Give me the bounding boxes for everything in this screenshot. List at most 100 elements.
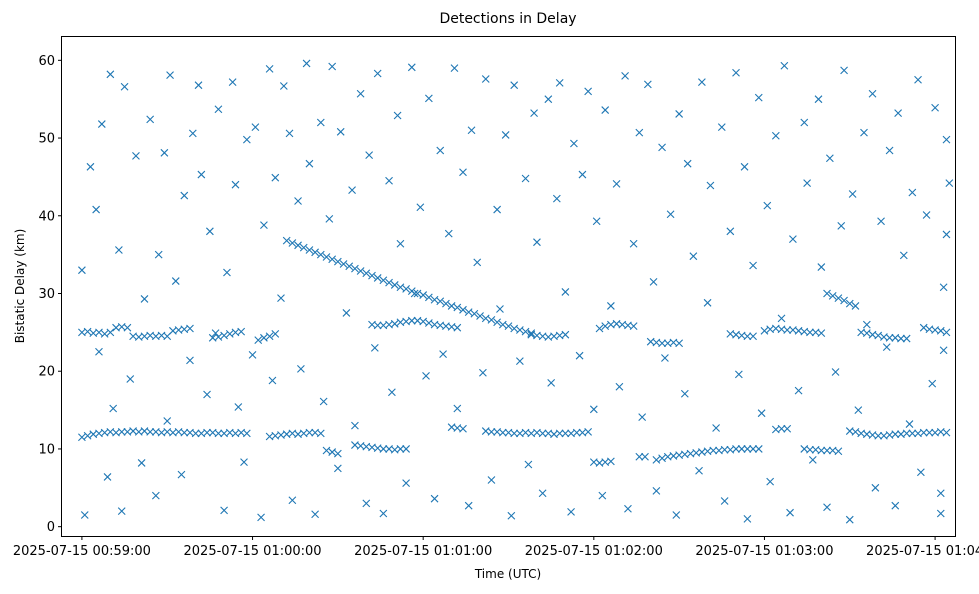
data-point-marker [160,148,169,157]
markers-layer [78,59,954,524]
data-point-marker [760,326,769,335]
data-point-marker [584,87,593,96]
data-point-marker [402,479,411,488]
x-ticks-layer: 2025-07-15 00:59:00 2025-07-15 01:00:00 20… [13,536,979,559]
data-point-marker [459,424,467,433]
data-point-marker [311,248,319,257]
data-point-marker [180,191,189,200]
chart-title: Detections in Delay [439,11,576,27]
data-point-marker [555,78,564,87]
data-point-marker [237,327,246,336]
x-tick-label: 2025-07-15 01:01:00 [354,544,492,559]
data-point-marker [453,303,462,312]
data-point-marker [234,403,243,411]
data-point-marker [683,159,692,168]
data-point-marker [114,246,123,254]
data-point-marker [419,317,428,326]
data-point-marker [538,489,547,498]
data-point-marker [504,322,513,331]
data-point-marker [825,154,834,163]
data-point-marker [277,294,285,303]
data-point-marker [257,513,265,522]
data-point-marker [845,299,854,308]
plot-area-frame [61,36,956,537]
data-point-marker [595,324,604,333]
data-point-marker [510,429,519,438]
data-point-marker [601,106,610,114]
data-point-marker [467,126,476,135]
data-point-marker [487,427,496,436]
data-point-marker [103,473,112,481]
data-point-marker [333,257,342,266]
data-point-marker [214,333,223,341]
data-point-marker [757,409,766,418]
data-point-marker [385,176,393,185]
data-point-marker [464,308,473,317]
data-point-marker [817,263,826,271]
data-point-marker [430,494,439,503]
data-point-marker [908,429,917,438]
y-ticks-layer: 0 10 20 30 40 50 60 [38,54,62,535]
data-point-marker [223,268,231,277]
data-point-marker [851,427,860,436]
data-point-marker [424,293,433,302]
data-point-marker [487,316,496,324]
y-tick-label: 0 [47,520,55,535]
data-point-marker [661,354,669,362]
y-tick-label: 30 [38,287,55,302]
data-point-marker [305,246,314,254]
data-point-marker [459,305,467,314]
data-point-marker [370,344,379,352]
data-point-marker [851,302,860,310]
data-point-marker [527,329,536,338]
data-point-marker [479,368,487,377]
data-point-marker [598,491,607,500]
data-point-marker [328,448,337,456]
data-point-marker [282,236,291,245]
data-point-marker [316,250,325,259]
data-point-marker [268,376,277,385]
data-point-marker [635,452,644,461]
data-point-marker [709,446,718,455]
data-point-marker [390,281,399,289]
data-point-marker [891,501,900,510]
data-point-marker [260,333,268,342]
data-point-marker [914,75,922,84]
data-point-marker [410,289,419,298]
data-point-marker [444,229,453,238]
data-point-marker [322,446,331,455]
data-point-marker [351,421,359,430]
x-tick-label: 2025-07-15 00:59:00 [13,544,151,559]
data-point-marker [498,428,507,437]
data-point-marker [589,405,598,414]
data-point-marker [294,241,302,250]
data-point-marker [703,298,712,307]
data-point-marker [424,319,433,327]
data-point-marker [180,428,189,437]
data-point-marker [786,508,794,517]
data-point-marker [453,323,462,332]
data-point-marker [493,205,502,214]
data-point-marker [220,331,228,340]
data-point-marker [675,110,684,118]
data-point-marker [407,316,416,325]
data-point-marker [132,152,140,160]
data-point-marker [732,445,740,453]
data-point-marker [424,94,433,103]
data-point-marker [476,312,484,320]
data-point-marker [897,334,905,343]
data-point-marker [570,139,578,148]
data-point-marker [288,239,297,247]
data-point-marker [840,296,848,305]
data-point-marker [362,499,371,508]
data-point-marker [877,217,885,226]
data-point-marker [496,305,504,313]
data-point-marker [936,489,945,498]
data-point-marker [393,111,402,120]
data-point-marker [385,278,393,287]
data-point-marker [416,203,425,212]
data-point-marker [561,288,570,296]
data-point-marker [675,339,684,348]
data-point-marker [396,445,405,453]
data-point-marker [413,289,422,298]
